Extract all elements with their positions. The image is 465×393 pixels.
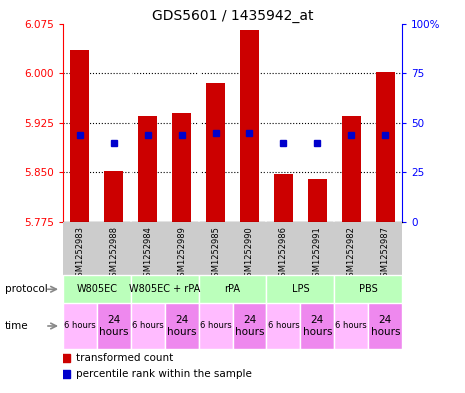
Bar (165, 303, 199, 349)
Text: 24
hours: 24 hours (235, 315, 264, 337)
Bar (97, 303, 131, 349)
Text: protocol: protocol (5, 284, 47, 294)
Bar (63, 303, 97, 349)
Text: GSM1252990: GSM1252990 (245, 226, 254, 282)
Text: time: time (5, 321, 28, 331)
Bar (63, 275, 131, 303)
Text: 24
hours: 24 hours (167, 315, 196, 337)
Text: rPA: rPA (225, 284, 240, 294)
Bar (308, 179, 327, 222)
Text: GSM1252988: GSM1252988 (109, 226, 118, 282)
Text: PBS: PBS (359, 284, 378, 294)
Text: W805EC: W805EC (76, 284, 117, 294)
Bar (104, 171, 123, 222)
Text: LPS: LPS (292, 284, 309, 294)
Text: GSM1252982: GSM1252982 (347, 226, 356, 282)
Text: 6 hours: 6 hours (132, 321, 164, 331)
Text: 6 hours: 6 hours (335, 321, 367, 331)
Text: 24
hours: 24 hours (99, 315, 128, 337)
Bar (300, 303, 334, 349)
Bar (376, 72, 395, 222)
Text: GSM1252986: GSM1252986 (279, 226, 288, 282)
Text: 24
hours: 24 hours (371, 315, 400, 337)
Text: GSM1252989: GSM1252989 (177, 226, 186, 282)
Bar (266, 275, 334, 303)
Bar (342, 116, 361, 222)
Title: GDS5601 / 1435942_at: GDS5601 / 1435942_at (152, 9, 313, 22)
Bar (274, 174, 293, 222)
Text: 6 hours: 6 hours (199, 321, 232, 331)
Text: 6 hours: 6 hours (267, 321, 299, 331)
Bar (131, 275, 199, 303)
Bar (240, 30, 259, 222)
Text: GSM1252983: GSM1252983 (75, 226, 84, 282)
Text: GSM1252985: GSM1252985 (211, 226, 220, 282)
Bar (266, 303, 300, 349)
Bar (138, 116, 157, 222)
Text: W805EC + rPA: W805EC + rPA (129, 284, 200, 294)
Bar (131, 303, 165, 349)
Text: GSM1252984: GSM1252984 (143, 226, 152, 282)
Bar (172, 113, 191, 222)
Text: GSM1252987: GSM1252987 (381, 226, 390, 282)
Bar (334, 275, 402, 303)
Bar (206, 83, 225, 222)
Bar (199, 275, 266, 303)
Bar (70, 50, 89, 222)
Bar (368, 303, 402, 349)
Bar (334, 303, 368, 349)
Text: GSM1252991: GSM1252991 (313, 226, 322, 282)
Text: 24
hours: 24 hours (303, 315, 332, 337)
Text: transformed count: transformed count (76, 353, 173, 364)
Bar (232, 303, 266, 349)
Text: percentile rank within the sample: percentile rank within the sample (76, 369, 252, 379)
Text: 6 hours: 6 hours (64, 321, 96, 331)
Bar (199, 303, 232, 349)
